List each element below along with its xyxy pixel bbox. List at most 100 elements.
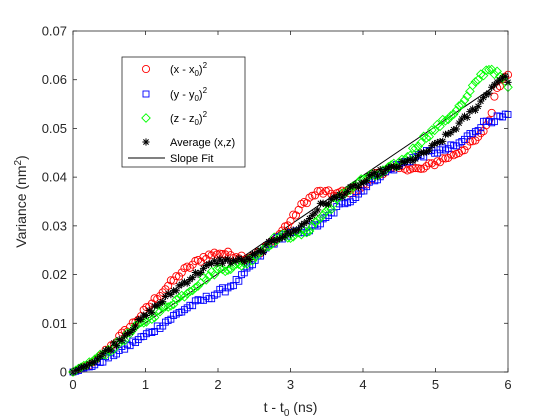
data-point-avg — [172, 287, 180, 295]
data-point-z — [225, 264, 236, 275]
data-point-avg — [276, 235, 284, 243]
data-point-avg — [360, 178, 368, 187]
data-point-z — [454, 101, 464, 111]
x-tick-label: 5 — [432, 377, 439, 392]
data-point-z — [321, 206, 331, 217]
data-point-x — [490, 92, 499, 101]
data-point-avg — [382, 165, 390, 174]
data-point-avg — [300, 219, 308, 228]
legend-label-fit: Slope Fit — [170, 153, 213, 165]
data-point-avg — [224, 255, 232, 263]
data-point-avg — [115, 336, 123, 344]
data-point-avg — [406, 155, 414, 163]
data-point-z — [166, 301, 176, 311]
data-point-avg — [72, 366, 80, 375]
data-point-avg — [450, 126, 458, 134]
data-point-z — [427, 125, 437, 135]
data-point-avg — [112, 341, 121, 350]
data-point-avg — [414, 151, 422, 160]
data-point-z — [470, 76, 481, 87]
data-point-x — [316, 186, 325, 195]
data-point-avg — [368, 170, 376, 178]
data-point-z — [486, 64, 497, 75]
data-point-x — [414, 164, 423, 173]
data-point-x — [441, 154, 450, 163]
data-point-avg — [251, 250, 259, 258]
data-point-avg — [343, 187, 352, 195]
data-point-avg — [259, 248, 267, 256]
data-point-avg — [235, 254, 243, 262]
y-tick-label: 0.01 — [42, 316, 67, 331]
data-point-avg — [216, 255, 224, 263]
data-point-avg — [91, 358, 99, 366]
data-point-x — [172, 272, 181, 281]
y-tick-label: 0.07 — [42, 24, 67, 39]
data-point-avg — [474, 102, 482, 110]
data-point-avg — [278, 234, 286, 242]
legend-label-z: (z - z0)2 — [170, 110, 208, 127]
data-point-avg — [365, 172, 373, 180]
data-point-avg — [208, 259, 216, 268]
data-point-avg — [148, 309, 156, 317]
data-point-avg — [411, 155, 420, 163]
data-point-x — [177, 268, 186, 277]
x-tick-label: 1 — [142, 377, 149, 392]
legend: (x - x0)2 (y - y0)2 (z - z0)2 Average (x,z)… — [121, 56, 246, 168]
data-point-avg — [469, 105, 477, 113]
data-point-avg — [199, 264, 208, 272]
data-point-avg — [156, 299, 164, 307]
data-point-z — [285, 233, 296, 243]
data-point-z — [171, 294, 182, 305]
data-point-avg — [80, 363, 88, 371]
data-point-avg — [371, 168, 379, 177]
y-tick-label: 0.02 — [42, 267, 67, 282]
data-point-avg — [319, 199, 327, 207]
data-point-avg — [354, 183, 363, 191]
data-point-x — [419, 164, 428, 173]
data-point-avg — [305, 214, 314, 223]
data-point-z — [484, 64, 494, 75]
data-point-x — [313, 187, 322, 196]
data-point-avg — [398, 158, 406, 166]
legend-label-avg: Average (x,z) — [170, 137, 235, 149]
data-point-z — [408, 143, 418, 154]
data-point-z — [174, 293, 184, 303]
data-point-avg — [324, 200, 333, 208]
data-point-avg — [229, 256, 238, 265]
legend-box — [121, 56, 246, 168]
y-tick-label: 0.06 — [42, 72, 67, 87]
data-point-avg — [460, 112, 469, 120]
data-point-avg — [265, 238, 273, 246]
x-tick-label: 3 — [287, 377, 294, 392]
data-point-avg — [102, 346, 110, 354]
data-point-z — [201, 275, 212, 285]
data-point-avg — [482, 91, 490, 99]
data-point-x — [411, 164, 420, 173]
data-point-z — [220, 266, 231, 277]
data-point-x — [207, 251, 216, 260]
data-point-z — [416, 137, 426, 148]
data-point-avg — [262, 241, 270, 249]
data-point-avg — [346, 183, 354, 191]
data-point-avg — [314, 206, 322, 214]
data-point-avg — [142, 311, 151, 320]
data-point-z — [421, 133, 432, 143]
legend-marker-avg — [142, 138, 150, 146]
data-point-avg — [447, 129, 455, 137]
data-point-x — [302, 199, 311, 208]
data-point-avg — [126, 328, 134, 337]
y-tick-label: 0.04 — [42, 170, 67, 185]
data-point-avg — [373, 172, 382, 180]
data-point-z — [193, 281, 203, 291]
data-point-avg — [213, 259, 221, 268]
data-point-x — [169, 276, 178, 285]
data-point-x — [416, 164, 426, 173]
data-point-avg — [498, 74, 507, 82]
x-tick-label: 4 — [359, 377, 366, 392]
data-point-x — [438, 154, 447, 163]
data-point-y — [235, 277, 243, 285]
data-point-avg — [93, 355, 102, 363]
data-point-avg — [197, 268, 205, 277]
data-point-avg — [202, 261, 210, 270]
